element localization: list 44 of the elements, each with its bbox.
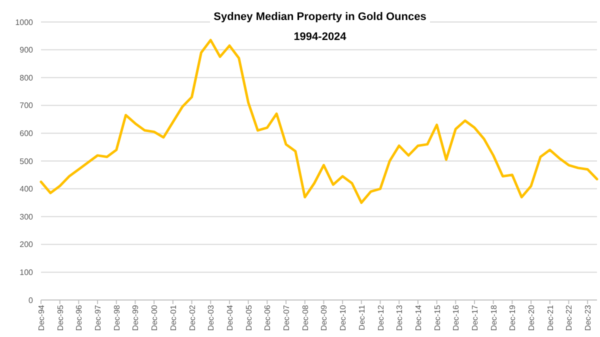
y-tick-label: 900 [20,46,34,55]
x-tick-label: Dec-03 [206,304,216,331]
y-tick-label: 400 [20,184,34,194]
line-series [40,38,598,204]
x-tick-label: Dec-96 [74,304,84,331]
x-tick-label: Dec-02 [188,304,197,331]
x-tick-label: Dec-20 [527,304,536,331]
y-tick-label: 800 [20,73,34,82]
x-tick-label: Dec-94 [37,304,46,331]
x-tick-label: Dec-08 [300,304,310,331]
y-tick-label: 500 [20,156,34,166]
x-tick-label: Dec-19 [508,304,518,331]
x-tick-label: Dec-98 [112,304,122,331]
x-tick-label: Dec-00 [150,304,160,331]
x-tick-label: Dec-06 [263,304,272,331]
y-tick-label: 600 [20,129,34,138]
x-tick-label: Dec-07 [282,304,292,331]
y-tick-label: 1000 [15,18,34,27]
x-tick-label: Dec-21 [546,304,555,331]
y-tick-label: 0 [28,296,34,305]
x-tick-label: Dec-99 [131,304,140,331]
x-tick-label: Dec-11 [357,304,366,330]
x-tick-label: Dec-95 [56,304,65,331]
text: 1994-2024 [294,31,348,43]
x-tick-label: Dec-10 [338,304,348,331]
x-tick-label: Dec-15 [432,304,442,331]
chart-title: Sydney Median Property in Gold Ounces [214,11,426,23]
x-tick-label: Dec-22 [564,304,574,331]
x-tick-label: Dec-18 [489,304,498,331]
y-tick-label: 100 [20,268,34,277]
x-tick-label: Dec-12 [376,304,386,331]
y-tick-label: 300 [20,212,34,222]
x-tick-label: Dec-05 [244,304,254,331]
x-tick-label: Dec-14 [414,304,423,331]
x-tick-label: Dec-09 [320,304,329,331]
y-tick-label: 700 [20,101,34,110]
x-tick-label: Dec-97 [94,304,103,331]
x-tick-label: Dec-23 [584,304,593,331]
x-tick-label: Dec-04 [225,304,234,331]
x-tick-label: Dec-16 [452,304,461,331]
y-tick-label: 200 [20,240,34,250]
x-tick-label: Dec-01 [168,304,178,331]
x-tick-label: Dec-13 [395,304,404,331]
x-tick-label: Dec-17 [470,304,480,331]
